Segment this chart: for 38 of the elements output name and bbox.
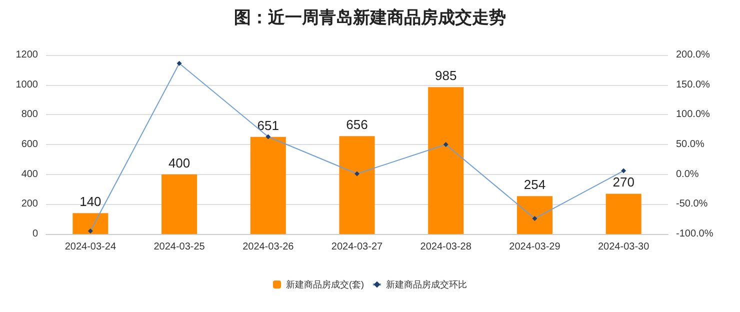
x-tick-label: 2024-03-29	[509, 242, 561, 252]
y2-tick-label: 50.0%	[676, 139, 704, 150]
y-tick-label: 1200	[16, 50, 38, 60]
y-tick-label: 600	[21, 139, 38, 150]
bar	[428, 87, 464, 234]
chart-title: 图：近一周青岛新建商品房成交走势	[234, 8, 506, 27]
legend-label: 新建商品房成交(套)	[286, 280, 364, 290]
x-tick-label: 2024-03-28	[420, 242, 472, 252]
y-tick-label: 200	[21, 198, 38, 210]
bar	[250, 136, 286, 234]
x-tick-label: 2024-03-30	[598, 242, 650, 252]
y-tick-label: 1000	[16, 79, 38, 90]
y2-tick-label: -50.0%	[676, 198, 708, 210]
data-label: 254	[524, 177, 546, 192]
data-label: 656	[346, 117, 368, 132]
bar	[72, 213, 108, 234]
y2-tick-label: 200.0%	[676, 50, 710, 60]
y2-tick-label: 0.0%	[676, 168, 699, 180]
data-label: 985	[435, 68, 457, 84]
bar	[516, 196, 552, 234]
y2-tick-label: 100.0%	[676, 109, 710, 120]
y-tick-label: 0	[32, 228, 38, 240]
data-label: 270	[612, 174, 634, 190]
x-tick-label: 2024-03-26	[242, 242, 294, 252]
data-label: 140	[80, 194, 102, 210]
y2-tick-label: -100.0%	[676, 228, 714, 240]
legend-label: 新建商品房成交环比	[386, 280, 467, 290]
x-tick-label: 2024-03-24	[64, 242, 116, 252]
y-tick-label: 800	[21, 109, 38, 120]
y2-tick-label: 150.0%	[676, 79, 710, 90]
y-tick-label: 400	[21, 168, 38, 180]
data-label: 400	[168, 155, 190, 170]
x-tick-label: 2024-03-27	[331, 242, 384, 252]
bar	[606, 194, 642, 234]
bar	[162, 174, 198, 234]
x-tick-label: 2024-03-25	[154, 242, 206, 252]
bar	[339, 136, 375, 234]
data-label: 651	[257, 118, 279, 133]
